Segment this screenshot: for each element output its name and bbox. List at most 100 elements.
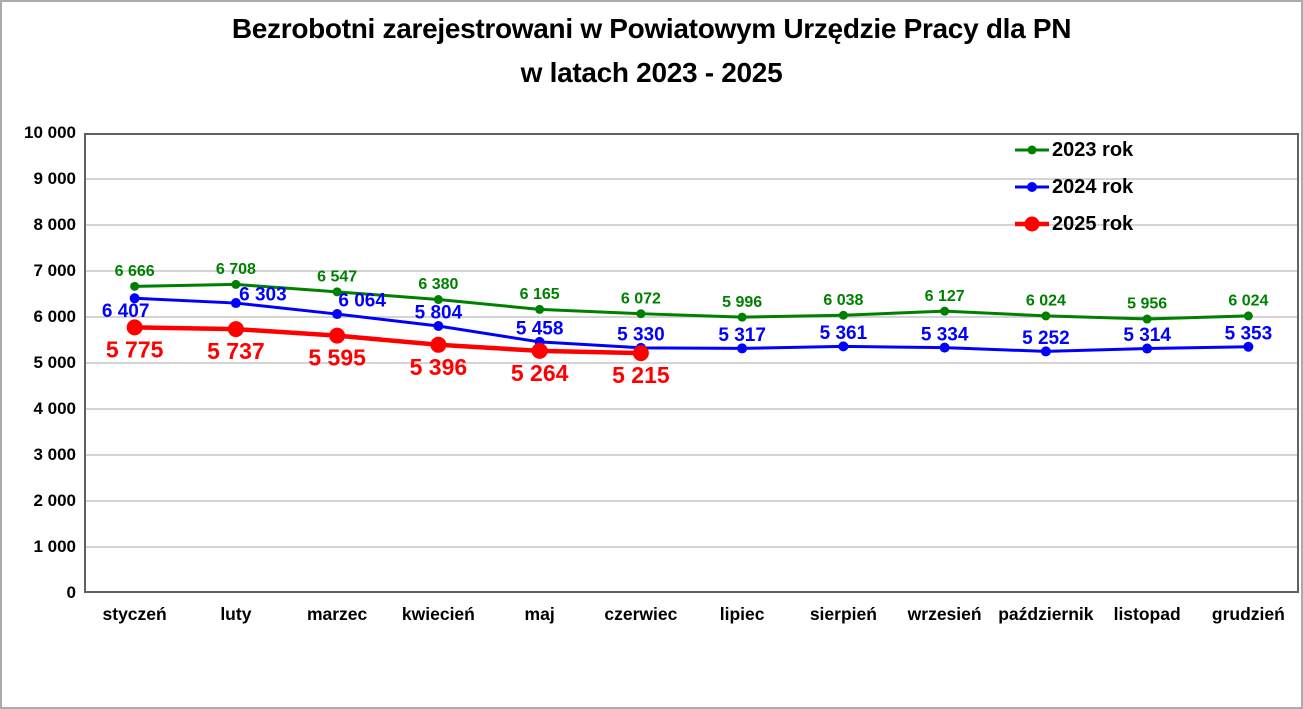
legend-label: 2024 rok bbox=[1052, 175, 1134, 198]
data-point bbox=[1142, 343, 1153, 354]
data-label: 5 264 bbox=[511, 360, 569, 386]
y-tick-label: 3 000 bbox=[33, 445, 76, 464]
legend-label: 2023 rok bbox=[1052, 138, 1134, 161]
series-line-2024 bbox=[133, 296, 1250, 353]
data-point bbox=[1243, 311, 1253, 321]
legend-label: 2025 rok bbox=[1052, 212, 1134, 235]
data-point bbox=[1041, 311, 1051, 321]
data-label: 5 775 bbox=[106, 336, 164, 362]
x-tick-label: kwiecień bbox=[401, 604, 475, 624]
data-label: 5 804 bbox=[415, 303, 463, 324]
data-label: 5 252 bbox=[1022, 328, 1070, 349]
legend-dot bbox=[1027, 145, 1037, 155]
data-point bbox=[1142, 314, 1152, 324]
data-point bbox=[737, 343, 748, 354]
series-line-2025 bbox=[132, 325, 644, 356]
data-label: 6 064 bbox=[338, 291, 386, 312]
y-tick-label: 7 000 bbox=[33, 261, 76, 280]
data-point bbox=[433, 295, 443, 305]
data-label: 5 353 bbox=[1225, 323, 1273, 344]
data-label: 5 317 bbox=[718, 325, 766, 346]
plot-svg: 6 666 6 708 6 547 6 380 6 165 6 072 5 996 6 038… bbox=[84, 133, 1299, 593]
legend-marker-icon bbox=[1015, 145, 1049, 155]
data-point bbox=[230, 298, 241, 309]
data-label: 6 024 bbox=[1026, 292, 1066, 309]
plot-area: 6 666 6 708 6 547 6 380 6 165 6 072 5 996 6 038… bbox=[84, 133, 1299, 593]
y-tick-label: 0 bbox=[66, 583, 76, 602]
data-label: 5 956 bbox=[1127, 296, 1167, 313]
x-tick-label: marzec bbox=[306, 604, 368, 624]
data-label: 6 127 bbox=[925, 288, 965, 305]
x-tick-label: grudzień bbox=[1211, 604, 1285, 624]
data-label: 5 330 bbox=[617, 324, 665, 345]
legend-marker-icon bbox=[1015, 216, 1049, 232]
data-label: 5 996 bbox=[722, 294, 762, 311]
data-label: 6 380 bbox=[418, 276, 458, 293]
x-tick-label: czerwiec bbox=[604, 604, 678, 624]
data-label: 6 165 bbox=[520, 286, 560, 303]
data-point bbox=[126, 319, 143, 336]
data-point bbox=[838, 341, 849, 352]
x-tick-label: styczeń bbox=[102, 604, 167, 624]
chart-title: Bezrobotni zarejestrowani w Powiatowym U… bbox=[2, 6, 1301, 94]
y-tick-label: 2 000 bbox=[33, 491, 76, 510]
x-tick-label: lipiec bbox=[719, 604, 765, 624]
data-point bbox=[231, 279, 241, 289]
data-point bbox=[433, 321, 444, 332]
data-point bbox=[838, 310, 848, 320]
y-tick-label: 10 000 bbox=[24, 123, 76, 142]
plot-border bbox=[84, 133, 1299, 593]
chart-title-line2: w latach 2023 - 2025 bbox=[520, 57, 783, 88]
data-label: 6 072 bbox=[621, 290, 661, 307]
data-point bbox=[130, 281, 140, 291]
data-label: 6 038 bbox=[823, 292, 863, 309]
y-tick-label: 5 000 bbox=[33, 353, 76, 372]
data-point bbox=[332, 309, 343, 320]
data-point bbox=[1243, 341, 1254, 352]
data-label: 5 595 bbox=[308, 345, 366, 371]
data-label: 5 361 bbox=[820, 323, 868, 344]
y-tick-label: 4 000 bbox=[33, 399, 76, 418]
chart-title-line1: Bezrobotni zarejestrowani w Powiatowym U… bbox=[231, 13, 1072, 44]
data-point bbox=[1040, 346, 1051, 357]
y-tick-label: 9 000 bbox=[33, 169, 76, 188]
data-point bbox=[227, 321, 244, 338]
data-point bbox=[939, 342, 950, 353]
x-tick-label: sierpień bbox=[809, 604, 877, 624]
x-tick-label: luty bbox=[220, 604, 252, 624]
legend-item-2023: 2023 rok bbox=[1014, 138, 1134, 161]
data-label: 5 396 bbox=[410, 354, 468, 380]
data-point bbox=[129, 293, 140, 304]
data-label: 5 215 bbox=[612, 362, 670, 388]
y-tick-label: 6 000 bbox=[33, 307, 76, 326]
data-point bbox=[940, 306, 950, 316]
data-label: 6 666 bbox=[115, 263, 155, 280]
legend-item-2024: 2024 rok bbox=[1014, 175, 1134, 198]
data-point bbox=[430, 336, 447, 353]
series-line-2023 bbox=[133, 282, 1250, 321]
data-point bbox=[632, 345, 649, 362]
data-label: 6 303 bbox=[239, 285, 287, 306]
y-tick-label: 1 000 bbox=[33, 537, 76, 556]
x-tick-label: maj bbox=[524, 604, 555, 624]
y-tick-label: 8 000 bbox=[33, 215, 76, 234]
data-label: 6 024 bbox=[1228, 292, 1268, 309]
data-point bbox=[332, 287, 342, 297]
data-label: 6 547 bbox=[317, 268, 357, 285]
legend-item-2025: 2025 rok bbox=[1014, 212, 1134, 235]
data-label: 6 708 bbox=[216, 261, 256, 278]
legend-marker-icon bbox=[1015, 182, 1049, 192]
legend-dot bbox=[1024, 216, 1040, 232]
legend-dot bbox=[1027, 182, 1037, 192]
data-point bbox=[531, 342, 548, 359]
x-tick-label: październik bbox=[998, 604, 1094, 624]
x-tick-label: wrzesień bbox=[907, 604, 982, 624]
data-label: 6 407 bbox=[102, 301, 150, 322]
data-point bbox=[329, 327, 346, 344]
data-point bbox=[636, 309, 646, 319]
x-tick-label: listopad bbox=[1113, 604, 1181, 624]
data-label: 5 737 bbox=[207, 338, 265, 364]
data-point bbox=[737, 312, 747, 322]
data-label: 5 334 bbox=[921, 324, 969, 345]
